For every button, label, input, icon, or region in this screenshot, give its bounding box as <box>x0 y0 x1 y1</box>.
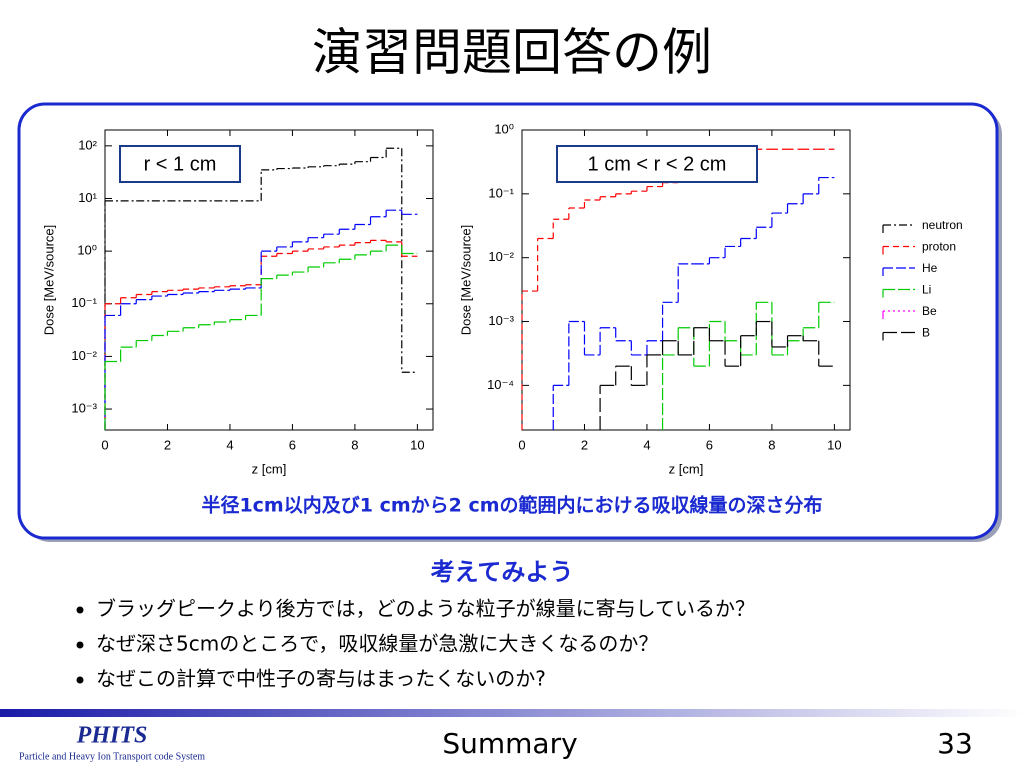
y-tick-label: 10¹ <box>78 190 97 205</box>
y-tick-label: 10⁻² <box>488 249 514 264</box>
bullet-text: なぜこの計算で中性子の寄与はまったくないのか? <box>96 667 546 691</box>
page-number: 33 <box>937 727 973 760</box>
bullet-text: ブラッグピークより後方では，どのような粒子が線量に寄与しているか？ <box>96 597 755 621</box>
bullet-text: なぜ深さ5cmのところで，吸収線量が急激に大きくなるのか？ <box>96 632 658 656</box>
x-tick-label: 2 <box>581 437 588 452</box>
slide-title: 演習問題回答の例 <box>312 24 712 82</box>
y-axis-label: Dose [MeV/source] <box>41 225 56 336</box>
x-axis-label: z [cm] <box>669 461 704 476</box>
subheading: 考えてみよう <box>431 558 574 586</box>
annotation: 1 cm < r < 2 cm <box>588 153 727 175</box>
bullet-dot <box>76 676 84 684</box>
logo-subtitle: Particle and Heavy Ion Transport code Sy… <box>19 751 205 762</box>
x-tick-label: 4 <box>226 437 233 452</box>
bullet-list: ブラッグピークより後方では，どのような粒子が線量に寄与しているか？ なぜ深さ5cm… <box>76 597 755 691</box>
chart: 0 2 4 6 8 10 10⁻⁴ 10⁻³ 10⁻² 10⁻¹ 10⁰ z [cm] Dose [Me… <box>458 121 962 476</box>
x-tick-label: 10 <box>827 437 841 452</box>
footer-bar <box>0 709 1024 717</box>
section-name: Summary <box>442 727 577 760</box>
x-tick-label: 2 <box>164 437 171 452</box>
legend-label: Be <box>922 304 937 318</box>
y-tick-label: 10⁰ <box>77 243 97 258</box>
x-tick-label: 6 <box>706 437 713 452</box>
annotation: r < 1 cm <box>144 153 217 175</box>
legend-label: He <box>922 261 938 275</box>
logo: PHITS <box>76 723 148 749</box>
y-axis-label: Dose [MeV/source] <box>458 225 473 336</box>
x-tick-label: 6 <box>289 437 296 452</box>
y-tick-label: 10⁻³ <box>488 313 514 328</box>
x-tick-label: 8 <box>351 437 358 452</box>
plot-frame <box>521 129 851 431</box>
y-tick-label: 10⁻¹ <box>488 185 514 200</box>
caption: 半径1cm以内及び1 cmから2 cmの範囲内における吸収線量の深さ分布 <box>201 494 822 517</box>
legend-label: proton <box>922 240 956 254</box>
x-tick-label: 0 <box>518 437 525 452</box>
y-tick-label: 10⁻³ <box>71 400 97 415</box>
legend-label: B <box>922 326 930 340</box>
annotation-box <box>119 145 241 183</box>
y-tick-label: 10² <box>78 137 97 152</box>
annotation-box <box>556 145 758 183</box>
x-tick-label: 0 <box>101 437 108 452</box>
y-tick-label: 10⁻⁴ <box>487 377 514 392</box>
bullet-dot <box>76 606 84 614</box>
chart: 0 2 4 6 8 10 10⁻³ 10⁻² 10⁻¹ 10⁰ 10¹ 10² z [cm] Dose [… <box>41 129 434 476</box>
x-tick-label: 10 <box>410 437 424 452</box>
legend-label: Li <box>922 283 931 297</box>
legend-label: neutron <box>922 218 963 232</box>
x-axis-label: z [cm] <box>252 461 287 476</box>
bullet-dot <box>76 641 84 649</box>
y-tick-label: 10⁰ <box>494 121 514 136</box>
x-tick-label: 8 <box>768 437 775 452</box>
y-tick-label: 10⁻¹ <box>71 295 97 310</box>
y-tick-label: 10⁻² <box>71 348 97 363</box>
x-tick-label: 4 <box>643 437 650 452</box>
